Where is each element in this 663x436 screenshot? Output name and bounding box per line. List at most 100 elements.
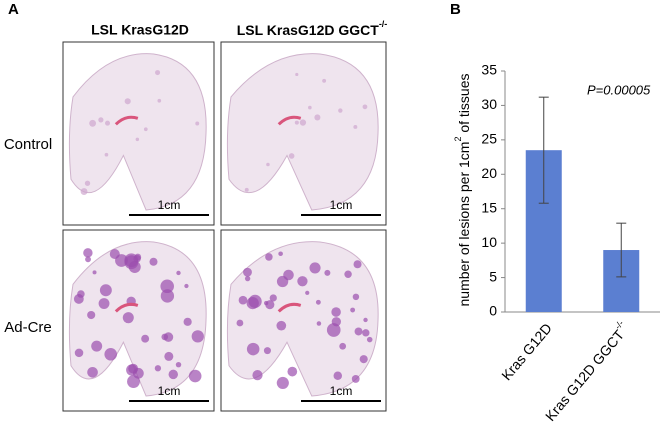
y-tick-label: 20 [481, 165, 497, 181]
tissue [68, 53, 207, 211]
tissue-spot [87, 310, 96, 320]
tissue-spot [276, 376, 289, 389]
x-tick-label: Kras G12D GGCT-/- [540, 319, 633, 424]
tissue-spot [366, 336, 373, 343]
tissue-spot [99, 284, 112, 297]
tissue-spot [299, 119, 307, 126]
tissue-spot [92, 270, 97, 275]
tissue-spot [184, 283, 189, 289]
row-label: Control [4, 136, 52, 153]
tissue-spot [331, 307, 341, 317]
scale-bar-label: 1cm [158, 384, 181, 398]
column-header: LSL KrasG12D [91, 22, 189, 38]
tissue-spot [135, 137, 140, 142]
y-tick-label: 15 [481, 199, 497, 215]
panel-label: B [450, 1, 461, 18]
vessel [277, 302, 302, 313]
tissue-spot [188, 369, 202, 383]
tissue-spot [155, 70, 161, 76]
header-sup: -/- [379, 19, 388, 29]
tissue-spot [295, 72, 299, 77]
tissue-spot [353, 260, 362, 269]
tissue-spot [195, 121, 200, 126]
vessel [277, 115, 302, 126]
tissue-spot [141, 334, 150, 343]
tissue-spot [73, 294, 84, 304]
y-tick-label: 30 [481, 96, 497, 112]
x-tick-label: Kras G12D [498, 320, 555, 383]
tissue-spot [84, 180, 91, 186]
tissue-spot [316, 321, 322, 326]
tissue-spot [308, 105, 312, 110]
vessel [114, 302, 139, 313]
tissue-spot [353, 124, 358, 129]
y-tick-label: 5 [489, 268, 497, 284]
tissue-spot [143, 127, 148, 132]
tissue-spot [354, 327, 363, 336]
tissue-spot [175, 361, 182, 368]
x-tick-text: Kras G12D GGCT [542, 326, 628, 424]
tissue-spot [352, 293, 360, 301]
tissue-spot [363, 317, 368, 323]
tissue-spot [176, 270, 181, 276]
histology-images: 1cm 1cm 1cm 1cm [62, 41, 387, 412]
tissue-spot [278, 251, 283, 257]
tissue-spot [91, 340, 103, 352]
tissue-spot [238, 295, 248, 305]
tissue-spot [287, 366, 298, 377]
tissue-spot [288, 153, 295, 159]
tissue-spot [339, 342, 347, 350]
header-text: LSL KrasG12D GGCT [237, 22, 380, 38]
tissue-spot [160, 279, 174, 294]
tissue-spot [183, 317, 192, 326]
tissue-spot [244, 187, 249, 192]
tissue-spot [87, 366, 98, 378]
tissue-spot [85, 256, 91, 263]
y-label-sup: 2 [453, 137, 463, 142]
tissue-spot [154, 365, 162, 372]
tissue-spot [105, 120, 111, 126]
tissue-spot [362, 104, 368, 110]
tissue-spot [191, 330, 204, 343]
tissue-spot [164, 351, 174, 361]
tissue-spot [243, 267, 252, 277]
tissue-spot [333, 371, 343, 380]
tissue-spot [263, 347, 271, 355]
tissue-spot [246, 342, 260, 356]
tissue-spot [124, 253, 139, 268]
tissue-spot [104, 152, 109, 157]
tissue-spot [80, 188, 88, 196]
tissue-spot [266, 162, 270, 167]
tissue-spot [322, 78, 327, 83]
tissue-spot [236, 319, 244, 327]
tissue-spot [89, 119, 97, 127]
tissue-spot [269, 294, 277, 302]
tissue-spot [160, 289, 175, 303]
tissue-spot [362, 329, 370, 337]
tissue-spot [359, 355, 368, 364]
tissue-spot [104, 347, 118, 361]
tissue-spot [338, 108, 343, 113]
tissue-spot [83, 248, 93, 258]
tissue-spot [126, 364, 138, 376]
tissue-spot [161, 333, 169, 341]
tissue-spot [252, 370, 263, 381]
tissue-spot [157, 98, 162, 103]
tissue-spot [324, 269, 331, 276]
column-header: LSL KrasG12D GGCT-/- [237, 19, 388, 37]
y-tick-label: 0 [489, 303, 497, 319]
tissue-spot [248, 294, 262, 308]
y-tick-label: 25 [481, 131, 497, 147]
tissue-spot [124, 98, 131, 105]
row-label: Ad-Cre [4, 319, 52, 336]
tissue-spot [350, 307, 356, 313]
tissue-spot [294, 120, 299, 125]
tissue-spot [74, 348, 84, 358]
tissue-spot [331, 317, 341, 327]
panel-label: A [8, 1, 19, 18]
tissue-spot [98, 298, 110, 309]
vessel [114, 115, 139, 126]
y-label-text: number of lesions per 1cm [456, 142, 472, 307]
scale-bar-label: 1cm [330, 384, 353, 398]
